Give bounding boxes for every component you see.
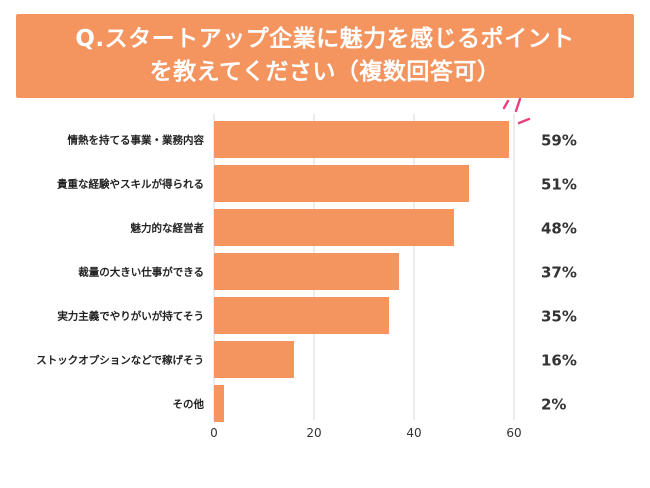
bar (214, 253, 399, 290)
title-banner: Q.スタートアップ企業に魅力を感じるポイント を教えてください（複数回答可） (16, 14, 634, 98)
accent-mark-1 (502, 99, 510, 110)
x-tick-label: 60 (506, 426, 521, 440)
bar (214, 297, 389, 334)
bar (214, 121, 509, 158)
title-line-1: Q.スタートアップ企業に魅力を感じるポイント (75, 26, 575, 52)
accent-mark-3 (517, 117, 531, 125)
value-label: 16% (541, 352, 577, 370)
bar (214, 341, 294, 378)
value-label: 51% (541, 176, 577, 194)
title-line-2: を教えてください（複数回答可） (149, 59, 501, 85)
bars (214, 121, 509, 422)
category-label: 貴重な経験やスキルが得られる (57, 178, 204, 191)
x-tick-label: 0 (210, 426, 218, 440)
value-label: 48% (541, 220, 577, 238)
value-label: 37% (541, 264, 577, 282)
category-label: 実力主義でやりがいが持てそう (57, 310, 204, 323)
x-tick-labels: 0 20 40 60 (210, 426, 521, 440)
category-label: その他 (173, 398, 205, 411)
bar (214, 165, 469, 202)
category-label: 裁量の大きい仕事ができる (78, 266, 204, 279)
value-label: 35% (541, 308, 577, 326)
value-labels: 59% 51% 48% 37% 35% 16% 2% (541, 132, 577, 414)
highlight-marks (502, 97, 531, 125)
bar (214, 209, 454, 246)
category-label: ストックオプションなどで稼げそう (36, 354, 204, 367)
category-labels: 情熱を持てる事業・業務内容貴重な経験やスキルが得られる魅力的な経営者裁量の大きい… (36, 134, 204, 411)
value-label: 59% (541, 132, 577, 150)
bar (214, 385, 224, 422)
x-tick-label: 40 (406, 426, 421, 440)
x-tick-label: 20 (306, 426, 321, 440)
category-label: 情熱を持てる事業・業務内容 (68, 134, 205, 147)
accent-mark-2 (514, 97, 522, 113)
value-label: 2% (541, 396, 566, 414)
category-label: 魅力的な経営者 (131, 222, 205, 235)
